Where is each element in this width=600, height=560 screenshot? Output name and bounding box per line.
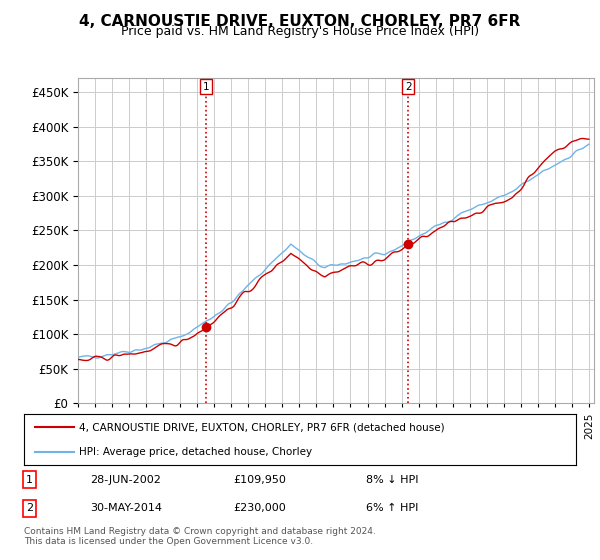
Text: 28-JUN-2002: 28-JUN-2002 [90,474,161,484]
Text: 6% ↑ HPI: 6% ↑ HPI [366,503,419,514]
Text: 2: 2 [26,503,33,514]
Text: 30-MAY-2014: 30-MAY-2014 [90,503,162,514]
Text: £230,000: £230,000 [234,503,287,514]
Text: 1: 1 [26,474,33,484]
Text: 2: 2 [405,82,412,92]
Text: Contains HM Land Registry data © Crown copyright and database right 2024.
This d: Contains HM Land Registry data © Crown c… [24,526,376,546]
Text: 8% ↓ HPI: 8% ↓ HPI [366,474,419,484]
Text: 4, CARNOUSTIE DRIVE, EUXTON, CHORLEY, PR7 6FR (detached house): 4, CARNOUSTIE DRIVE, EUXTON, CHORLEY, PR… [79,422,445,432]
Text: HPI: Average price, detached house, Chorley: HPI: Average price, detached house, Chor… [79,447,313,457]
Text: £109,950: £109,950 [234,474,287,484]
Text: 1: 1 [202,82,209,92]
Text: 4, CARNOUSTIE DRIVE, EUXTON, CHORLEY, PR7 6FR: 4, CARNOUSTIE DRIVE, EUXTON, CHORLEY, PR… [79,14,521,29]
Text: Price paid vs. HM Land Registry's House Price Index (HPI): Price paid vs. HM Land Registry's House … [121,25,479,38]
